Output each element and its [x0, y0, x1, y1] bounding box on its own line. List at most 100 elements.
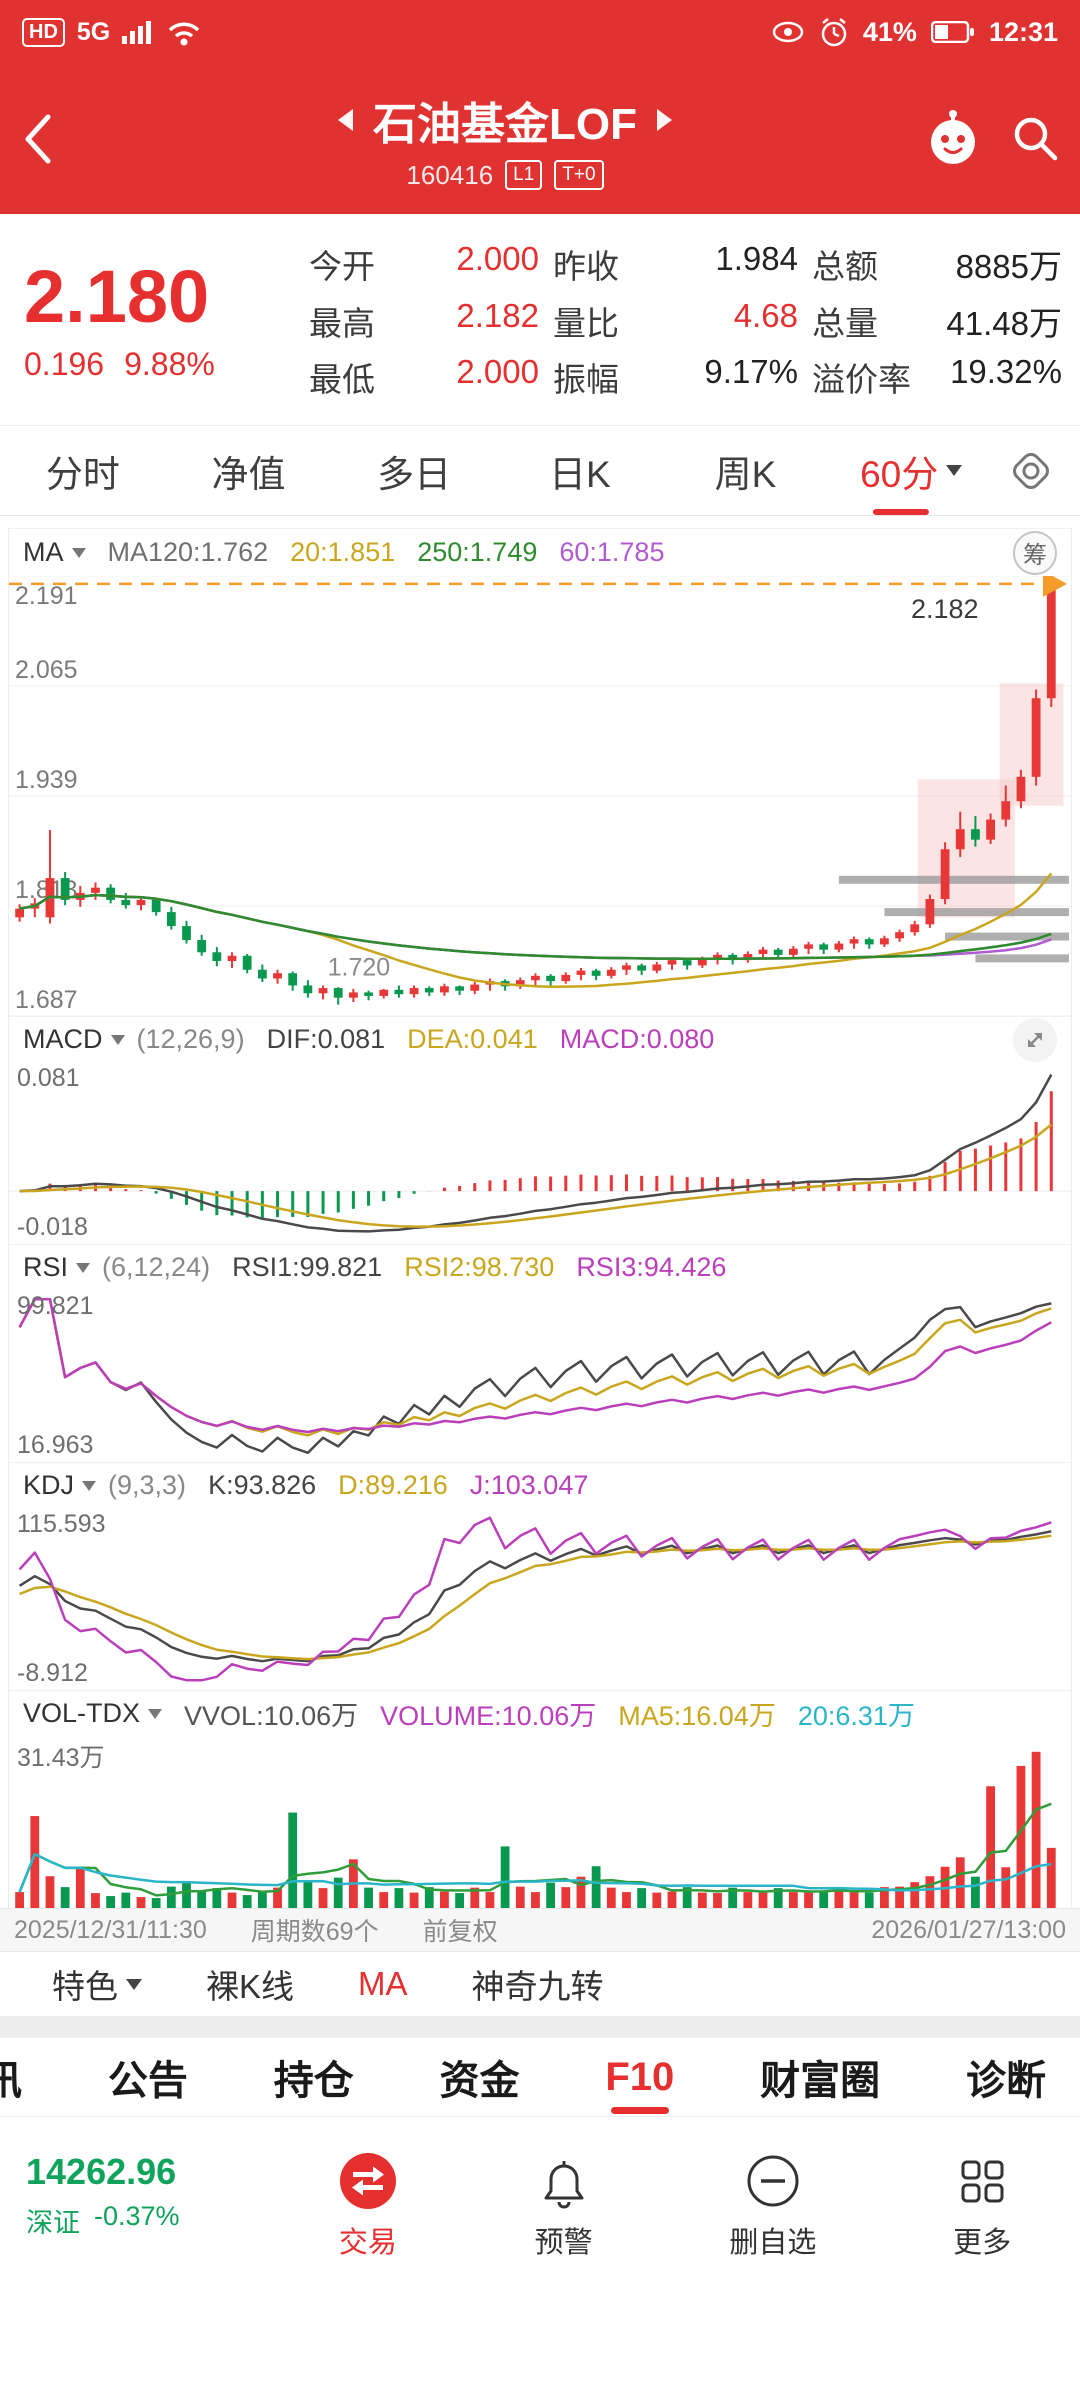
feature-ma[interactable]: MA	[358, 1965, 408, 2002]
adjust-mode[interactable]: 前复权	[422, 1918, 498, 1946]
kdj-indicator-header: KDJ (9,3,3) K:93.826 D:89.216 J:103.047	[9, 1462, 1071, 1508]
dropdown-caret-icon	[148, 1708, 163, 1719]
indicator-settings-icon[interactable]	[994, 448, 1068, 494]
remove-watchlist-button[interactable]: 删自选	[729, 2151, 816, 2400]
nav-tab-diagnosis[interactable]: 诊断	[966, 2059, 1046, 2103]
network-type-label: 5G	[76, 17, 111, 46]
dropdown-caret-icon	[82, 1480, 97, 1491]
kdj-selector[interactable]: KDJ	[23, 1470, 97, 1501]
open-label: 今开	[309, 248, 375, 285]
turnover-value: 8885万	[955, 248, 1062, 285]
search-icon[interactable]	[1010, 113, 1062, 165]
assistant-mascot-icon[interactable]	[922, 108, 984, 170]
kdj-d-value: D:89.216	[338, 1470, 448, 1500]
volume-value: VOLUME:10.06万	[380, 1701, 597, 1731]
rsi2-value: RSI2:98.730	[404, 1252, 555, 1282]
volume-chart[interactable]: 31.43万	[9, 1736, 1071, 1908]
chart-area: MA MA120:1.762 20:1.851 250:1.749 60:1.7…	[0, 516, 1080, 1952]
tab-rik[interactable]: 日K	[549, 453, 611, 495]
eye-icon	[772, 21, 804, 43]
svg-text:1.720: 1.720	[328, 954, 391, 982]
kdj-axis-min: -8.912	[17, 1659, 88, 1687]
bottom-toolbar: 14262.96 深证 -0.37% 交易	[0, 2116, 1080, 2400]
dropdown-caret-icon	[110, 1034, 125, 1045]
index-quote-shortcut[interactable]: 14262.96 深证 -0.37%	[0, 2151, 270, 2400]
next-stock-icon[interactable]	[656, 108, 672, 131]
nav-tab-funds[interactable]: 资金	[439, 2059, 520, 2103]
nav-header: 石油基金LOF 160416 L1 T+0	[0, 64, 1080, 214]
feature-naked-k[interactable]: 裸K线	[206, 1968, 295, 2005]
alert-button[interactable]: 预警	[534, 2151, 594, 2400]
prev-stock-icon[interactable]	[338, 108, 353, 131]
signal-bars-icon	[122, 21, 152, 44]
rsi-indicator-header: RSI (6,12,24) RSI1:99.821 RSI2:98.730 RS…	[9, 1244, 1071, 1290]
nav-tab-news[interactable]: 讯	[0, 2059, 22, 2103]
nav-tab-announcements[interactable]: 公告	[107, 2059, 188, 2103]
rsi-axis-min: 16.963	[17, 1431, 94, 1459]
chart-footer: 2025/12/31/11:30 周期数69个 前复权 2026/01/27/1…	[0, 1908, 1080, 1952]
prev-close-value: 1.984	[715, 240, 798, 277]
tab-zhouk[interactable]: 周K	[714, 453, 777, 495]
feature-selector[interactable]: 特色	[52, 1960, 142, 2008]
high-value: 2.182	[456, 296, 539, 334]
expand-icon[interactable]	[1013, 1017, 1057, 1062]
trade-swap-icon	[339, 2153, 396, 2209]
volume-ratio-label: 量比	[553, 304, 619, 342]
vol-selector[interactable]: VOL-TDX	[23, 1698, 163, 1729]
tab-fenshi[interactable]: 分时	[45, 453, 120, 495]
trade-button[interactable]: 交易	[338, 2151, 398, 2400]
macd-axis-max: 0.081	[17, 1064, 80, 1092]
period-tab-bar: 分时 净值 多日 日K 周K 60分	[0, 426, 1080, 516]
rsi-chart[interactable]: 99.821 16.963	[9, 1290, 1071, 1462]
vvol-value: VVOL:10.06万	[184, 1701, 359, 1731]
rsi-params: (6,12,24)	[102, 1252, 211, 1282]
rsi-selector[interactable]: RSI	[23, 1252, 91, 1283]
macd-params: (12,26,9)	[136, 1024, 245, 1054]
tab-60min[interactable]: 60分	[828, 426, 994, 515]
dropdown-caret-icon	[946, 465, 963, 476]
ma-selector[interactable]: MA	[23, 537, 86, 568]
stock-code: 160416	[406, 159, 494, 190]
macd-indicator-header: MACD (12,26,9) DIF:0.081 DEA:0.041 MACD:…	[9, 1016, 1071, 1062]
feature-bar: 特色 裸K线 MA 神奇九转	[0, 1952, 1080, 2016]
kdj-params: (9,3,3)	[108, 1470, 187, 1500]
selected-nav-underline	[610, 2107, 669, 2114]
rsi3-value: RSI3:94.426	[576, 1252, 727, 1282]
index-change: -0.37%	[94, 2201, 180, 2231]
svg-text:2.191: 2.191	[15, 582, 78, 610]
period-count: 周期数69个	[250, 1918, 379, 1946]
high-label: 最高	[309, 304, 375, 342]
nav-tab-wealth-circle[interactable]: 财富圈	[760, 2059, 881, 2103]
hd-icon: HD	[22, 17, 65, 47]
vol-axis-max: 31.43万	[17, 1744, 105, 1772]
clock-time: 12:31	[988, 16, 1058, 47]
svg-text:1.687: 1.687	[15, 986, 78, 1014]
ma-indicator-header: MA MA120:1.762 20:1.851 250:1.749 60:1.7…	[9, 528, 1071, 576]
feature-magic-nine[interactable]: 神奇九转	[471, 1968, 604, 2005]
open-value: 2.000	[456, 240, 539, 277]
grid-icon	[961, 2160, 1004, 2203]
bottom-nav: 讯 公告 持仓 资金 F10 财富圈 诊断	[0, 2038, 1080, 2116]
amplitude-label: 振幅	[553, 361, 619, 398]
back-button[interactable]	[18, 109, 88, 169]
svg-text:2.182: 2.182	[911, 594, 979, 624]
nav-tab-holdings[interactable]: 持仓	[273, 2059, 354, 2103]
wifi-icon	[169, 22, 200, 46]
total-volume-label: 总量	[812, 304, 878, 342]
kdj-k-value: K:93.826	[208, 1470, 317, 1500]
macd-selector[interactable]: MACD	[23, 1024, 125, 1055]
tab-duori[interactable]: 多日	[377, 453, 452, 495]
svg-text:1.939: 1.939	[15, 766, 78, 794]
tab-jingzhi[interactable]: 净值	[211, 453, 286, 495]
macd-dea-value: DEA:0.041	[407, 1024, 538, 1054]
nav-tab-f10[interactable]: F10	[605, 2038, 674, 2116]
more-button[interactable]: 更多	[952, 2151, 1012, 2400]
chip-distribution-badge[interactable]: 筹	[1013, 530, 1057, 575]
selected-tab-underline	[873, 509, 930, 515]
minus-circle-icon	[747, 2155, 799, 2207]
kdj-chart[interactable]: 115.593 -8.912	[9, 1508, 1071, 1690]
low-label: 最低	[309, 361, 375, 398]
macd-chart[interactable]: 0.081 -0.018	[9, 1062, 1071, 1244]
